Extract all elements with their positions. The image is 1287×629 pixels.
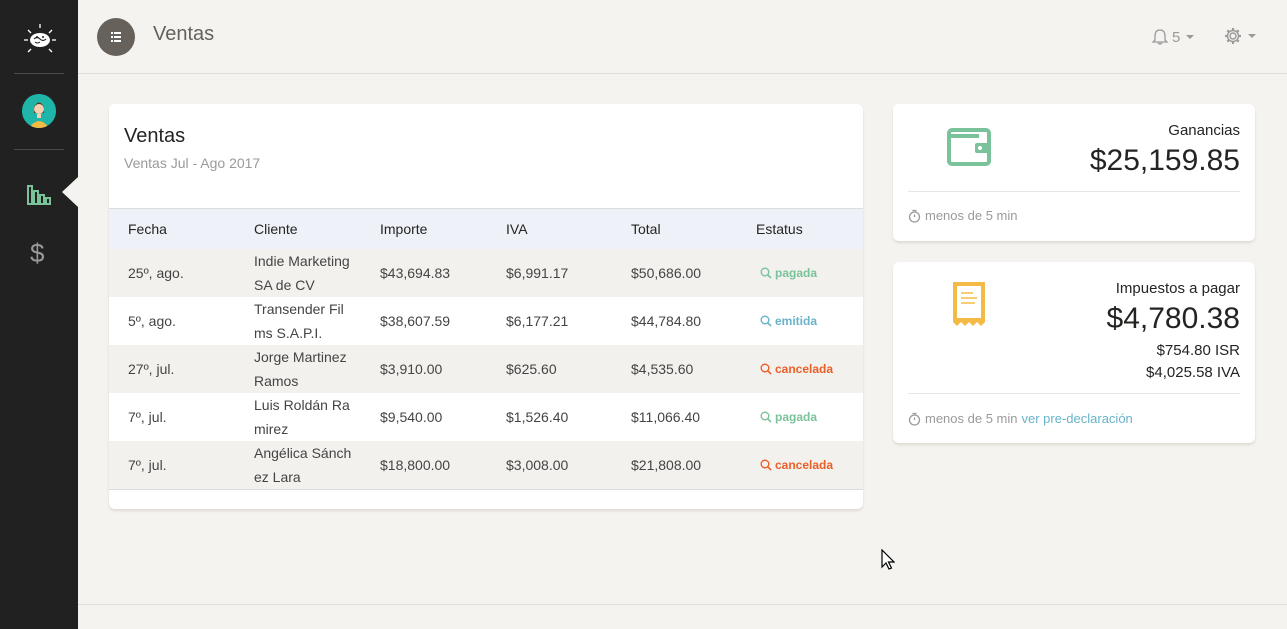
receipt-icon [951, 280, 987, 332]
card-divider [908, 393, 1240, 394]
taxes-isr: $754.80 ISR [1156, 342, 1240, 359]
brain-logo-icon[interactable] [22, 22, 58, 58]
mouse-cursor-icon [881, 548, 896, 575]
avatar[interactable] [22, 94, 56, 128]
top-navbar: Ventas 5 [78, 0, 1287, 74]
status-badge[interactable]: pagada [760, 410, 817, 424]
sidebar: $ [0, 0, 78, 629]
stopwatch-icon [908, 412, 921, 426]
cell-importe: $38,607.59 [380, 313, 451, 329]
table-row[interactable]: 25º, ago. Indie Marketing SA de CV $43,694… [109, 249, 863, 297]
bell-icon [1152, 29, 1168, 45]
cell-cliente: Indie Marketing SA de CV [254, 253, 350, 293]
status-label: cancelada [775, 362, 834, 376]
sales-table: Fecha Cliente Importe IVA Total Estatus … [109, 208, 863, 490]
status-badge[interactable]: cancelada [760, 362, 833, 376]
sales-card: Ventas Ventas Jul - Ago 2017 Fecha Clien… [109, 104, 863, 509]
column-header-importe[interactable]: Importe [380, 221, 428, 237]
gear-icon [1225, 28, 1241, 44]
column-header-fecha[interactable]: Fecha [128, 221, 167, 237]
list-icon [111, 32, 121, 42]
earnings-footer: menos de 5 min [908, 208, 1018, 223]
cell-fecha: 25º, ago. [128, 265, 184, 281]
cell-fecha: 27º, jul. [128, 361, 175, 377]
status-badge[interactable]: cancelada [760, 458, 833, 472]
search-icon [760, 267, 772, 279]
table-header: Fecha Cliente Importe IVA Total Estatus [109, 209, 863, 249]
status-label: pagada [775, 266, 818, 280]
cell-cliente: Transender Films S.A.P.I. [254, 301, 344, 341]
wallet-icon [947, 128, 993, 170]
cell-iva: $625.60 [506, 361, 557, 377]
status-label: pagada [775, 410, 818, 424]
cell-total: $4,535.60 [631, 361, 694, 377]
earnings-updated-text: menos de 5 min [925, 208, 1018, 223]
cell-total: $44,784.80 [631, 313, 702, 329]
sales-card-title: Ventas [124, 125, 186, 147]
cell-fecha: 7º, jul. [128, 409, 167, 425]
column-header-total[interactable]: Total [631, 221, 661, 237]
cell-total: $21,808.00 [631, 457, 702, 473]
earnings-value: $25,159.85 [1089, 144, 1240, 177]
earnings-label: Ganancias [1168, 122, 1240, 139]
cell-iva: $1,526.40 [506, 409, 569, 425]
stopwatch-icon [908, 209, 921, 223]
notifications-dropdown[interactable]: 5 [1152, 26, 1195, 48]
table-row[interactable]: 7º, jul. Luis Roldán Ramirez $9,540.00 $1,5… [109, 393, 863, 441]
cell-cliente: Angélica Sánchez Lara [254, 445, 352, 485]
cell-iva: $6,991.17 [506, 265, 569, 281]
sidebar-divider [14, 149, 64, 150]
taxes-label: Impuestos a pagar [1115, 280, 1240, 297]
page-title: Ventas [153, 23, 215, 45]
cell-iva: $6,177.21 [506, 313, 569, 329]
table-row[interactable]: 7º, jul. Angélica Sánchez Lara $18,800.00 $… [109, 441, 863, 489]
search-icon [760, 315, 772, 327]
notifications-count: 5 [1172, 28, 1181, 46]
card-divider [908, 191, 1240, 192]
settings-dropdown[interactable] [1224, 26, 1256, 46]
cell-importe: $9,540.00 [380, 409, 443, 425]
status-label: cancelada [775, 458, 834, 472]
cell-total: $11,066.40 [631, 409, 701, 425]
dollar-icon[interactable]: $ [30, 238, 45, 268]
active-nav-indicator [62, 177, 78, 207]
pre-declaration-link[interactable]: ver pre-declaración [1021, 411, 1133, 426]
cell-total: $50,686.00 [631, 265, 702, 281]
cell-importe: $43,694.83 [380, 265, 451, 281]
taxes-iva: $4,025.58 IVA [1146, 364, 1240, 381]
taxes-value: $4,780.38 [1106, 302, 1240, 335]
cell-importe: $3,910.00 [380, 361, 443, 377]
cell-cliente: Luis Roldán Ramirez [254, 397, 350, 437]
table-row[interactable]: 5º, ago. Transender Films S.A.P.I. $38,607… [109, 297, 863, 345]
sales-chart-icon[interactable] [26, 180, 52, 206]
footer-divider [78, 604, 1287, 605]
table-row[interactable]: 27º, jul. Jorge Martinez Ramos $3,910.00 $6… [109, 345, 863, 393]
status-label: emitida [775, 314, 818, 328]
status-badge[interactable]: pagada [760, 266, 817, 280]
column-header-iva[interactable]: IVA [506, 221, 528, 237]
chevron-down-icon [1248, 34, 1256, 38]
cell-fecha: 7º, jul. [128, 457, 167, 473]
chevron-down-icon [1186, 35, 1195, 39]
search-icon [760, 363, 772, 375]
cell-fecha: 5º, ago. [128, 313, 176, 329]
table-body: 25º, ago. Indie Marketing SA de CV $43,694… [109, 249, 863, 489]
sidebar-divider [14, 73, 64, 74]
cell-importe: $18,800.00 [380, 457, 451, 473]
earnings-card: Ganancias $25,159.85 menos de 5 min [893, 104, 1255, 241]
search-icon [760, 459, 772, 471]
column-header-cliente[interactable]: Cliente [254, 221, 298, 237]
sales-card-subtitle: Ventas Jul - Ago 2017 [124, 155, 261, 171]
taxes-updated-text: menos de 5 min [925, 411, 1018, 426]
taxes-footer: menos de 5 min ver pre-declaración [908, 411, 1133, 426]
search-icon [760, 411, 772, 423]
menu-toggle-button[interactable] [97, 18, 135, 56]
status-badge[interactable]: emitida [760, 314, 817, 328]
column-header-estatus[interactable]: Estatus [756, 221, 803, 237]
cell-cliente: Jorge Martinez Ramos [254, 349, 347, 389]
taxes-card: Impuestos a pagar $4,780.38 $754.80 ISR … [893, 262, 1255, 443]
cell-iva: $3,008.00 [506, 457, 569, 473]
